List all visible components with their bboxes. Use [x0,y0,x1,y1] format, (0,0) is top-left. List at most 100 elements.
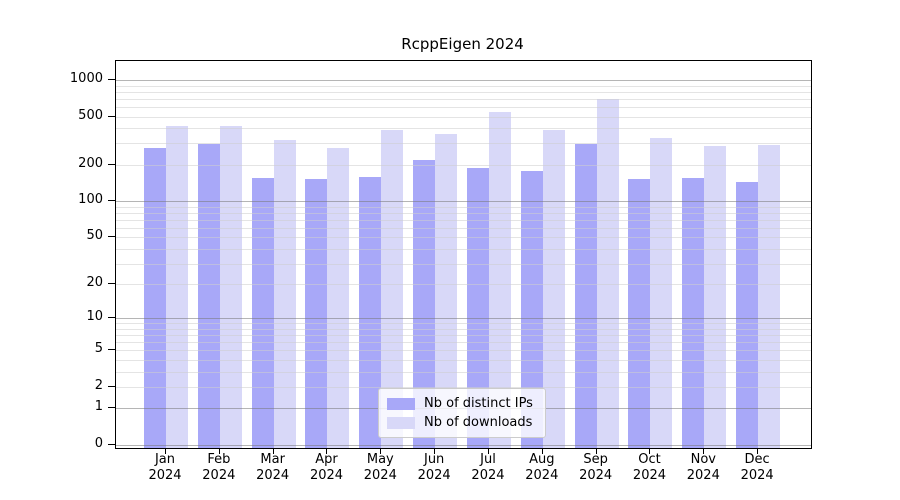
y-tick-mark-200 [108,163,115,165]
gridline-2 [116,387,811,388]
gridline-0 [116,445,811,446]
grid-layer [116,61,811,448]
bar-downloads-mar [273,139,296,448]
y-tick-mark-50 [108,236,115,238]
x-tick-label-month: Jan [154,452,176,467]
x-tick-label-month: Jul [480,452,496,467]
gridline-700 [116,99,811,100]
x-tick-label-sep: Sep 2024 [568,452,624,484]
x-tick-mark-dec [757,448,759,454]
legend-label-distinct-ips: Nb of distinct IPs [424,396,533,411]
y-tick-label-100: 100 [78,192,103,208]
x-tick-label-month: Oct [638,452,661,467]
y-tick-mark-2 [108,385,115,387]
x-tick-label-year: 2024 [579,468,613,483]
bar-downloads-aug [542,129,565,448]
x-tick-mark-mar [272,448,274,454]
x-tick-label-month: Jun [423,452,445,467]
gridline-90 [116,207,811,208]
x-tick-label-mar: Mar 2024 [245,452,301,484]
y-tick-label-5: 5 [94,341,103,357]
y-tick-mark-1 [108,407,115,409]
x-tick-label-month: Sep [583,452,608,467]
x-tick-label-aug: Aug 2024 [514,452,570,484]
x-tick-mark-jul [487,448,489,454]
bar-downloads-jan [166,125,188,448]
gridline-500 [116,117,811,118]
gridline-1000 [116,80,811,81]
chart-title: RcppEigen 2024 [401,35,524,53]
x-tick-label-apr: Apr 2024 [298,452,354,484]
gridline-200 [116,165,811,166]
bar-downloads-apr [327,148,350,448]
x-tick-label-month: Feb [207,452,231,467]
x-tick-mark-sep [595,448,597,454]
legend-entry-downloads: Nb of downloads [387,415,537,430]
gridline-100 [116,201,811,202]
gridline-600 [116,107,811,108]
x-tick-label-year: 2024 [740,468,774,483]
y-tick-mark-20 [108,283,115,285]
gridline-5 [116,350,811,351]
y-tick-mark-0 [108,444,115,445]
gridline-6 [116,342,811,343]
legend: Nb of distinct IPs Nb of downloads [378,388,546,438]
legend-swatch-downloads [387,416,415,429]
bar-distinct-ips-jan [144,148,166,448]
x-tick-mark-oct [649,448,651,454]
y-tick-mark-100 [108,200,115,202]
x-tick-label-year: 2024 [309,468,344,483]
y-tick-label-200: 200 [78,155,103,171]
x-tick-mark-aug [541,448,543,454]
x-tick-label-year: 2024 [202,468,236,483]
gridline-4 [116,360,811,361]
bar-distinct-ips-may [359,176,382,448]
bar-downloads-jun [435,134,458,448]
x-tick-label-jan: Jan 2024 [137,452,193,484]
bar-downloads-may [381,130,404,448]
x-tick-label-year: 2024 [632,468,667,483]
x-tick-label-month: Mar [260,452,285,467]
y-tick-label-1: 1 [94,399,103,415]
x-tick-label-month: Apr [315,452,338,467]
legend-swatch-distinct-ips [387,397,415,410]
x-tick-label-feb: Feb 2024 [191,452,247,484]
gridline-10 [116,318,811,319]
bar-distinct-ips-apr [305,178,328,448]
y-tick-label-50: 50 [86,228,103,244]
x-tick-label-month: Aug [529,452,555,467]
y-tick-mark-500 [108,115,115,117]
x-tick-label-year: 2024 [686,468,720,483]
y-tick-label-10: 10 [86,309,103,325]
gridline-40 [116,249,811,250]
x-tick-label-may: May 2024 [352,452,408,484]
bar-distinct-ips-oct [628,179,651,448]
plot-area: Nb of distinct IPs Nb of downloads [115,60,812,449]
x-tick-label-oct: Oct 2024 [621,452,677,484]
bar-distinct-ips-nov [682,177,705,448]
bar-distinct-ips-jun [413,159,436,448]
legend-label-downloads: Nb of downloads [424,415,533,430]
x-tick-label-year: 2024 [525,468,559,483]
gridline-300 [116,143,811,144]
bar-distinct-ips-aug [520,170,543,448]
x-tick-label-month: Nov [690,452,716,467]
x-tick-label-month: May [366,452,394,467]
x-tick-label-nov: Nov 2024 [675,452,731,484]
y-tick-label-20: 20 [86,275,103,291]
x-tick-label-year: 2024 [363,468,397,483]
y-tick-label-2: 2 [94,377,103,393]
x-tick-label-month: Dec [744,452,770,467]
x-tick-label-year: 2024 [148,468,182,483]
x-tick-label-year: 2024 [471,468,505,483]
x-tick-label-jul: Jul 2024 [460,452,516,484]
gridline-9 [116,323,811,324]
x-tick-mark-nov [703,448,705,454]
x-tick-label-year: 2024 [256,468,290,483]
gridline-8 [116,329,811,330]
bar-distinct-ips-dec [736,181,759,448]
x-tick-mark-jan [165,448,166,454]
gridline-80 [116,213,811,214]
y-tick-mark-1000 [108,78,115,80]
